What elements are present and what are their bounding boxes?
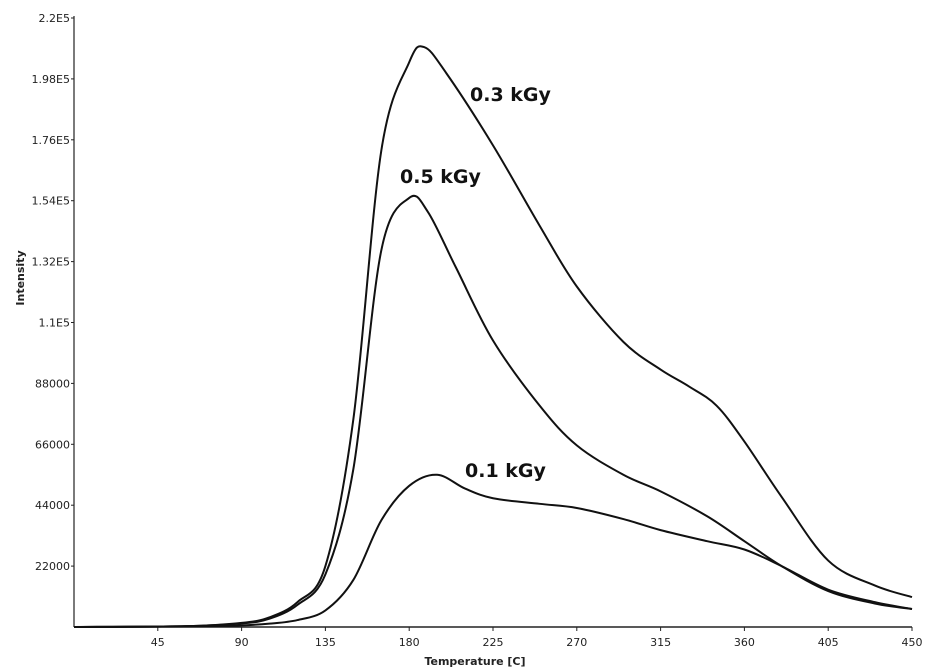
y-tick-label: 1.76E5 bbox=[32, 134, 70, 147]
y-tick-label: 44000 bbox=[35, 499, 70, 512]
y-tick-label: 66000 bbox=[35, 438, 70, 451]
x-tick-label: 270 bbox=[566, 636, 587, 649]
x-tick-label: 45 bbox=[151, 636, 165, 649]
x-tick-label: 90 bbox=[235, 636, 249, 649]
y-tick-label: 88000 bbox=[35, 377, 70, 390]
series-label-0.3kgy: 0.3 kGy bbox=[470, 84, 552, 106]
x-axis-ticks: 45 90 135 180 225 270 315 360 405 450 bbox=[151, 627, 923, 649]
series-group bbox=[73, 45, 913, 628]
y-axis-ticks: 22000 44000 66000 88000 1.1E5 1.32E5 1.54E5 1.7… bbox=[32, 12, 74, 573]
y-axis-title: Intensity bbox=[14, 250, 27, 305]
y-tick-label: 2.2E5 bbox=[39, 12, 70, 25]
x-tick-label: 225 bbox=[483, 636, 504, 649]
series-line-0-3-kgy bbox=[73, 45, 913, 628]
x-tick-label: 135 bbox=[315, 636, 336, 649]
x-tick-label: 315 bbox=[650, 636, 671, 649]
series-label-0.5kgy: 0.5 kGy bbox=[400, 166, 482, 188]
x-tick-label: 450 bbox=[902, 636, 923, 649]
y-tick-label: 1.1E5 bbox=[39, 317, 70, 330]
series-line-0-5-kgy bbox=[73, 194, 913, 628]
y-tick-label: 1.32E5 bbox=[32, 256, 70, 269]
x-tick-label: 405 bbox=[818, 636, 839, 649]
y-tick-label: 1.54E5 bbox=[32, 195, 70, 208]
y-tick-label: 1.98E5 bbox=[32, 73, 70, 86]
series-label-0.1kgy: 0.1 kGy bbox=[465, 460, 547, 482]
x-tick-label: 180 bbox=[399, 636, 420, 649]
y-tick-label: 22000 bbox=[35, 560, 70, 573]
x-tick-label: 360 bbox=[734, 636, 755, 649]
series-line-0-1-kgy bbox=[73, 473, 913, 628]
x-axis-title: Temperature [C] bbox=[424, 655, 525, 668]
